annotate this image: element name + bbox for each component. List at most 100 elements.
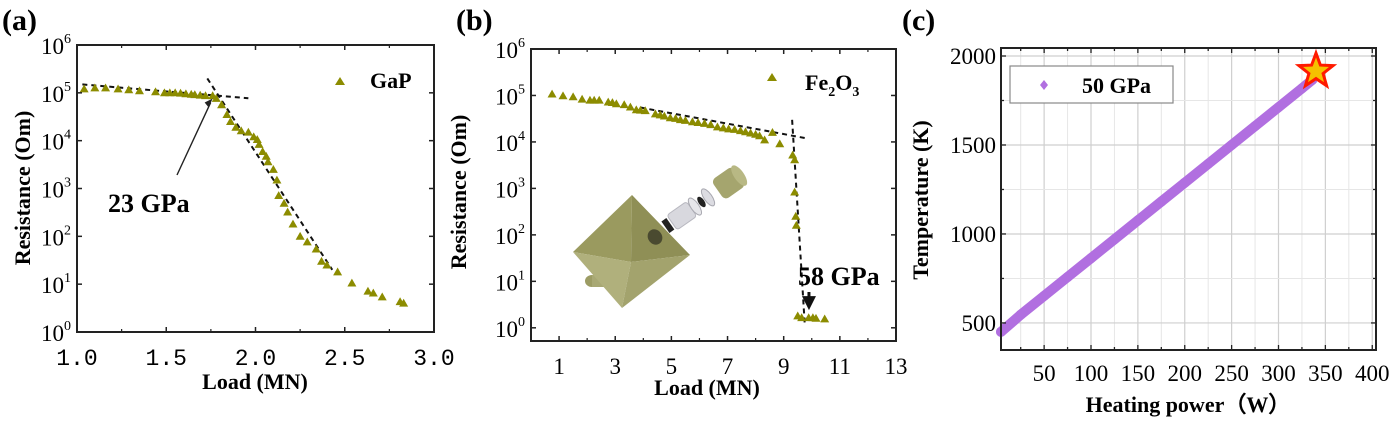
data-point: [263, 157, 273, 166]
y-tick-label: 101: [495, 268, 525, 295]
data-point: [767, 127, 777, 136]
panel-a-plot-area: [79, 77, 409, 307]
data-point: [680, 115, 690, 124]
y-tick-label: 105: [495, 82, 525, 109]
data-point: [288, 219, 298, 228]
panel-b-label: (b): [456, 4, 493, 37]
panel-a-y-axis-title: Resistance (Om): [10, 111, 35, 266]
data-point: [333, 267, 343, 276]
y-tick-base: 10: [41, 34, 64, 59]
panel-b-legend-marker: [767, 73, 777, 81]
x-tick-label: 50: [1033, 361, 1056, 386]
y-tick-label: 101: [41, 271, 71, 298]
data-point: [201, 91, 211, 100]
y-tick-base: 10: [495, 131, 518, 156]
panel-a-legend: GaP: [335, 68, 412, 93]
data-point: [788, 150, 798, 159]
panel-c-legend-box: [1009, 65, 1174, 104]
y-tick-label: 105: [41, 80, 71, 107]
x-tick-label: 13: [885, 354, 908, 379]
data-point: [665, 113, 675, 122]
x-tick-label: 250: [1214, 361, 1249, 386]
x-tick-label: 7: [722, 354, 734, 379]
inset-octahedral-cell-illustration: [573, 165, 748, 308]
y-tick-label: 2000: [950, 44, 996, 69]
data-point: [811, 313, 821, 322]
data-point: [124, 85, 134, 94]
panel-a-x-tick-labels: 1.0 1.5 2.0 2.5 3.0: [56, 346, 454, 372]
panel-a-x-axis-title: Load (MN): [202, 369, 308, 394]
panel-c-x-tick-labels: 50 100 150 200 250 300 350 400: [1033, 361, 1390, 386]
y-tick-exponent: 1: [64, 271, 71, 286]
panel-a-legend-marker: [335, 77, 345, 85]
panel-b-plot-area: [547, 89, 830, 325]
y-tick-label: 104: [41, 128, 71, 155]
y-tick-exponent: 6: [518, 36, 525, 51]
data-point: [791, 220, 801, 229]
data-point: [222, 110, 232, 119]
y-tick-label: 103: [41, 176, 71, 203]
data-point: [274, 191, 284, 199]
data-point: [295, 231, 305, 240]
data-point: [363, 286, 373, 295]
y-tick-label: 103: [495, 175, 525, 202]
annotation-arrow: [176, 102, 212, 176]
data-point: [1226, 139, 1237, 150]
data-point: [211, 94, 221, 102]
data-point: [790, 155, 800, 164]
data-point: [594, 95, 604, 104]
x-tick-label: 1.5: [146, 346, 187, 372]
y-tick-exponent: 0: [64, 319, 71, 334]
data-point: [113, 84, 123, 93]
data-point: [90, 83, 100, 92]
x-tick-label: 300: [1261, 361, 1296, 386]
data-point: [790, 187, 800, 196]
data-point: [399, 298, 409, 307]
data-point: [1203, 158, 1214, 169]
panel-a-label: (a): [2, 4, 37, 37]
data-point: [176, 88, 186, 97]
y-tick-base: 10: [41, 321, 64, 346]
guide-dashed-line: [791, 119, 806, 325]
data-point: [611, 99, 621, 108]
y-tick-exponent: 5: [518, 82, 525, 97]
panel-a-ticks: [76, 44, 435, 333]
panel-b-y-axis-title: Resistance (Om): [446, 115, 471, 270]
legend-fe: Fe: [805, 70, 828, 95]
data-point: [311, 244, 321, 253]
y-tick-label: 1500: [950, 133, 996, 158]
x-tick-label: 350: [1308, 361, 1343, 386]
x-tick-label: 200: [1168, 361, 1203, 386]
x-tick-label: 3: [609, 354, 621, 379]
y-tick-exponent: 2: [518, 222, 525, 237]
y-tick-label: 106: [495, 36, 525, 63]
data-point: [741, 127, 751, 136]
y-tick-exponent: 1: [518, 268, 525, 283]
y-tick-exponent: 4: [64, 128, 71, 143]
data-point: [577, 94, 587, 103]
data-point: [101, 83, 111, 92]
data-point: [735, 126, 745, 135]
data-point: [217, 100, 227, 109]
data-point: [347, 278, 357, 287]
data-point: [268, 164, 278, 173]
panel-c-label: (c): [902, 4, 935, 37]
panel-b-legend-label: Fe2O3: [805, 70, 859, 100]
y-tick-base: 10: [41, 130, 64, 155]
y-tick-base: 10: [495, 38, 518, 63]
panel-c-legend-label: 50 GPa: [1082, 73, 1151, 98]
panel-c-frame: [1000, 47, 1377, 351]
data-point: [619, 100, 629, 109]
data-point: [1156, 196, 1167, 207]
panel-c-y-axis-title: Temperature (K): [908, 120, 933, 279]
y-tick-base: 10: [495, 317, 518, 342]
panel-a-annotation: 23 GPa: [108, 189, 190, 218]
guide-dashed-line: [206, 77, 334, 271]
panel-c-ticks: [1001, 48, 1376, 350]
y-tick-base: 10: [41, 178, 64, 203]
data-point: [755, 131, 765, 140]
panel-b-ticks: [531, 48, 897, 341]
